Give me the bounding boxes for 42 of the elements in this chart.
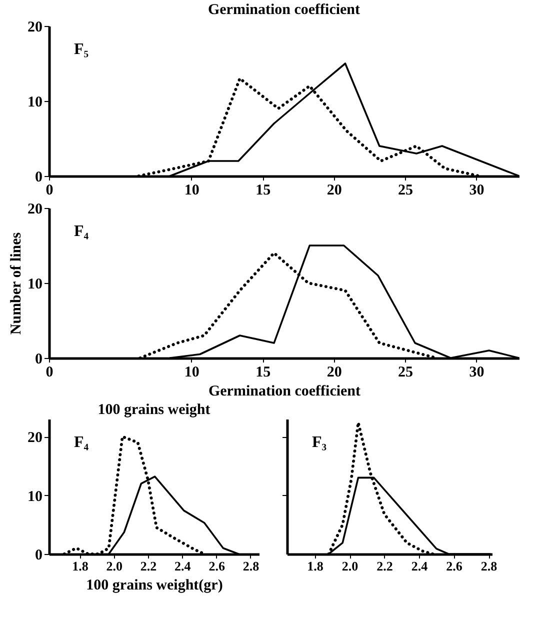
- x-tick-label: 15: [256, 182, 271, 198]
- x-tick-label: 30: [469, 364, 484, 380]
- x-tick-label: 2.2: [140, 558, 157, 574]
- x-tick-label: 30: [469, 182, 484, 198]
- y-tick-label: 20: [28, 430, 42, 446]
- x-tick-label: 2.4: [411, 558, 428, 574]
- x-tick-label: 25: [398, 182, 414, 198]
- annotation: F₅: [74, 41, 89, 58]
- x-axis-title: Germination coefficient: [208, 384, 361, 400]
- y-tick-label: 0: [35, 352, 42, 368]
- x-tick-label: 15: [256, 364, 271, 380]
- chart-title: 100 grains weight: [98, 402, 210, 418]
- y-axis-title: Number of lines: [8, 232, 24, 335]
- x-tick-label: 2.4: [174, 558, 192, 574]
- x-tick-label: 2.8: [242, 558, 260, 574]
- x-tick-label: 2.6: [446, 558, 463, 574]
- x-tick-label: 0: [46, 364, 54, 380]
- x-tick-label: 25: [398, 364, 414, 380]
- x-tick-label: 10: [184, 182, 200, 198]
- x-tick-label: 0: [46, 182, 54, 198]
- annotation: F₃: [312, 434, 327, 451]
- x-tick-label: 2.0: [342, 558, 358, 574]
- y-tick-label: 10: [28, 94, 42, 110]
- y-tick-label: 20: [28, 20, 42, 36]
- x-tick-label: 2.0: [106, 558, 123, 574]
- x-axis-title: 100 grains weight(gr): [86, 578, 223, 594]
- y-tick-label: 10: [28, 276, 42, 292]
- x-tick-label: 20: [326, 182, 342, 198]
- x-tick-label: 2.2: [376, 558, 393, 574]
- y-tick-label: 10: [28, 488, 42, 505]
- y-tick-label: 0: [35, 170, 42, 186]
- annotation: F₄: [74, 434, 89, 451]
- x-tick-label: 1.8: [72, 558, 89, 574]
- y-tick-label: 20: [28, 202, 42, 218]
- chart-title: Germination coefficient: [208, 2, 360, 18]
- annotation: F₄: [74, 223, 89, 240]
- x-tick-label: 10: [184, 364, 200, 380]
- x-tick-label: 2.8: [480, 558, 498, 574]
- x-tick-label: 20: [326, 364, 342, 380]
- x-tick-label: 2.6: [208, 558, 226, 574]
- x-tick-label: 1.8: [307, 558, 324, 574]
- y-tick-label: 0: [35, 548, 42, 564]
